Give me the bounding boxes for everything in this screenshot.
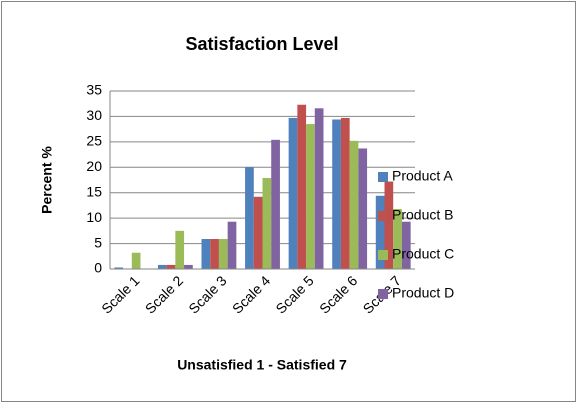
chart-title: Satisfaction Level [185,34,338,54]
y-tick-label: 15 [86,183,102,199]
legend-label: Product D [392,285,454,301]
y-tick-label: 5 [94,234,102,250]
legend-label: Product B [392,207,453,223]
bar [401,221,411,269]
bar [245,167,254,269]
legend-label: Product C [392,246,454,262]
bar [349,140,359,269]
bar [114,267,124,269]
bar [157,264,167,269]
legend-swatch [378,289,388,299]
bar [175,230,185,269]
bar [210,238,219,269]
y-tick-label: 30 [86,107,102,123]
legend-swatch [378,172,388,182]
bar [375,195,385,269]
bar [288,117,298,269]
x-axis-label: Unsatisfied 1 - Satisfied 7 [177,357,347,373]
legend-swatch [378,250,388,260]
legend-label: Product A [392,168,453,184]
bar [253,196,263,269]
bar [262,177,272,269]
bar [384,181,394,269]
bar [314,108,324,269]
y-tick-label: 0 [94,260,102,276]
chart-border [1,1,576,402]
bar [201,238,211,269]
bar [297,104,307,269]
bar [306,124,315,269]
bar [393,208,402,269]
legend-swatch [378,211,388,221]
y-tick-label: 20 [86,158,102,174]
bar [358,148,368,269]
bar [184,264,193,269]
bar [271,139,280,269]
y-axis-label: Percent % [39,146,55,214]
bar [131,252,141,269]
y-tick-label: 10 [86,209,102,225]
bar [166,264,176,269]
bar [340,117,350,269]
bar [218,238,228,269]
y-tick-label: 25 [86,133,102,149]
bar [227,221,237,269]
bar [332,119,341,269]
y-tick-label: 35 [86,82,102,98]
